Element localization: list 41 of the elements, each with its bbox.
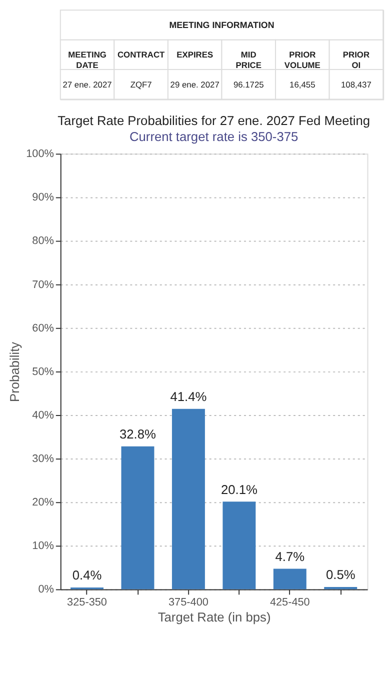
- y-tick-label: 40%: [32, 409, 54, 422]
- bar: [273, 568, 306, 590]
- category-label: MEETING DATE: [68, 50, 107, 70]
- text: ZQF7: [130, 79, 152, 90]
- text: MEETING INFORMATION: [169, 20, 274, 30]
- data-label: 0.5%: [326, 567, 356, 582]
- data-label: 0.4%: [72, 568, 102, 583]
- data-label: 32.8%: [120, 426, 156, 442]
- y-tick-label: 50%: [32, 366, 54, 378]
- y-tick-label: 100%: [26, 148, 54, 160]
- data-label: 4.7%: [275, 548, 305, 564]
- text: 27 ene. 2027: [62, 79, 112, 90]
- y-tick-label: 10%: [32, 540, 54, 552]
- chart-title: Target Rate Probabilities for 27 ene. 2027 Fed Meeting: [58, 112, 370, 128]
- x-tick-label: 375-400: [168, 596, 208, 609]
- category-label: PRIOR VOLUME: [284, 50, 321, 70]
- category-label: MID PRICE: [236, 50, 262, 70]
- y-tick-label: 90%: [32, 192, 54, 204]
- y-tick-label: 30%: [32, 453, 54, 466]
- x-axis-title: Target Rate (in bps): [158, 609, 271, 624]
- y-axis-title: Probability: [7, 341, 22, 402]
- data-label: 20.1%: [220, 482, 258, 497]
- bar: [172, 408, 205, 590]
- data-label: 41.4%: [170, 388, 207, 404]
- chart-subtitle: Current target rate is 350-375: [129, 128, 298, 144]
- category-label: CONTRACT: [117, 50, 166, 60]
- text: 16,455: [290, 79, 316, 90]
- category-label: EXPIRES: [176, 50, 214, 60]
- y-tick-label: 80%: [32, 235, 54, 248]
- y-tick-label: 60%: [32, 322, 54, 334]
- x-tick-label: 425-450: [270, 596, 310, 609]
- y-tick-label: 20%: [32, 496, 54, 509]
- bar: [222, 502, 256, 590]
- text: 96.1725: [233, 79, 264, 90]
- y-tick-label: 0%: [38, 584, 54, 596]
- text: 108,437: [341, 79, 372, 90]
- y-tick-label: 70%: [32, 278, 54, 291]
- x-tick-label: 325-350: [67, 596, 107, 609]
- category-label: PRIOR OI: [342, 50, 370, 70]
- bar: [121, 446, 154, 590]
- text: 29 ene. 2027: [170, 79, 220, 90]
